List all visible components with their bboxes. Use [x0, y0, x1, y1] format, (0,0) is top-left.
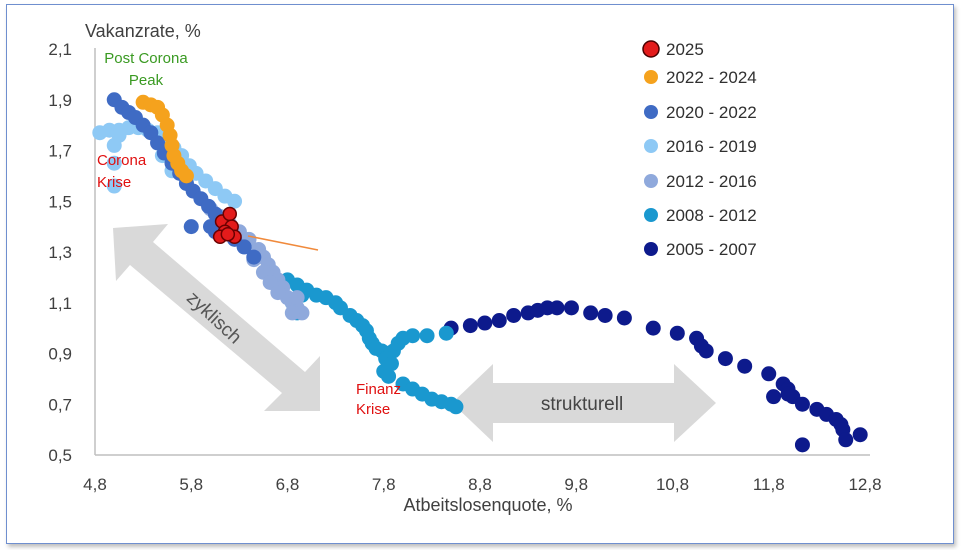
x-tick-label: 10,8 [656, 475, 689, 494]
legend-label: 2016 - 2019 [666, 137, 757, 156]
annotation-corona-krise: Krise [97, 174, 131, 191]
legend-label: 2020 - 2022 [666, 103, 757, 122]
data-point [549, 300, 565, 316]
data-point [506, 307, 522, 323]
data-point [669, 325, 685, 341]
data-point [838, 432, 854, 448]
data-point [737, 358, 753, 374]
data-point [227, 193, 243, 209]
data-point [583, 305, 599, 321]
legend-label: 2022 - 2024 [666, 68, 757, 87]
x-tick-label: 8,8 [468, 475, 492, 494]
data-point [246, 249, 262, 265]
annotation-corona: Corona [97, 152, 147, 169]
legend-label: 2005 - 2007 [666, 240, 757, 259]
data-point [183, 219, 199, 235]
legend-marker [644, 242, 658, 256]
x-tick-label: 7,8 [372, 475, 396, 494]
y-tick-label: 1,5 [48, 192, 72, 211]
y-tick-label: 0,9 [48, 345, 72, 364]
x-axis-title: Atbeitslosenquote, % [403, 495, 572, 515]
y-axis-title: Vakanzrate, % [85, 21, 201, 41]
data-point [284, 305, 300, 321]
data-point [262, 274, 278, 290]
pointer-line [247, 235, 319, 251]
data-point [780, 386, 796, 402]
legend: 2025 2022 - 2024 2020 - 2022 2016 - 2019 201… [642, 40, 757, 259]
y-tick-label: 1,1 [48, 294, 72, 313]
data-point [438, 325, 454, 341]
x-tick-label: 11,8 [753, 475, 785, 494]
data-point [405, 328, 421, 344]
data-point [491, 313, 507, 329]
y-tick-label: 1,7 [48, 142, 72, 161]
x-tick-label: 4,8 [83, 475, 107, 494]
legend-marker [644, 139, 658, 153]
legend-label: 2012 - 2016 [666, 172, 757, 191]
x-tick-label: 6,8 [276, 475, 300, 494]
data-point [111, 127, 127, 143]
data-point [178, 168, 194, 184]
y-tick-label: 2,1 [48, 40, 72, 59]
x-tick-labels: 4,8 5,8 6,8 7,8 8,8 9,8 10,8 11,8 12,8 [83, 475, 881, 494]
data-point [448, 399, 464, 415]
data-point [222, 206, 237, 222]
data-point [477, 315, 493, 331]
annotation-finanz-krise: Krise [356, 401, 390, 418]
annotation-post-corona: Post Corona [104, 50, 188, 67]
data-points [92, 92, 868, 453]
data-point [766, 389, 782, 405]
legend-label: 2025 [666, 40, 704, 59]
data-point [383, 356, 399, 372]
data-point [106, 155, 122, 171]
data-point [236, 239, 252, 255]
data-point [794, 437, 810, 453]
x-tick-label: 5,8 [179, 475, 203, 494]
data-point [616, 310, 632, 326]
data-point [270, 285, 286, 301]
data-point [220, 226, 236, 242]
strukturell-arrow [452, 364, 716, 442]
data-point [761, 366, 777, 382]
legend-marker [644, 208, 658, 222]
legend-marker [644, 105, 658, 119]
data-point [852, 427, 868, 443]
data-point [698, 343, 714, 359]
data-point [462, 318, 478, 334]
x-tick-label: 12,8 [848, 475, 881, 494]
legend-marker [642, 40, 660, 58]
y-tick-label: 0,7 [48, 395, 72, 414]
data-point [106, 178, 122, 194]
data-point [717, 351, 733, 367]
data-point [597, 307, 613, 323]
y-tick-label: 0,5 [48, 446, 72, 465]
y-tick-label: 1,3 [48, 243, 72, 262]
y-tick-labels: 0,5 0,7 0,9 1,1 1,3 1,5 1,7 1,9 2,1 [48, 40, 72, 465]
annotation-finanz: Finanz [356, 381, 401, 398]
x-tick-label: 9,8 [564, 475, 588, 494]
y-tick-label: 1,9 [48, 91, 72, 110]
data-point [563, 300, 579, 316]
legend-marker [644, 174, 658, 188]
zyklisch-arrow [113, 224, 320, 411]
annotation-peak: Peak [129, 72, 164, 89]
annotation-strukturell: strukturell [541, 394, 623, 415]
data-point [419, 328, 435, 344]
data-point [381, 368, 397, 384]
data-point [794, 396, 810, 412]
legend-label: 2008 - 2012 [666, 206, 757, 225]
data-point [645, 320, 661, 336]
legend-marker [644, 70, 658, 84]
data-point [289, 290, 305, 306]
